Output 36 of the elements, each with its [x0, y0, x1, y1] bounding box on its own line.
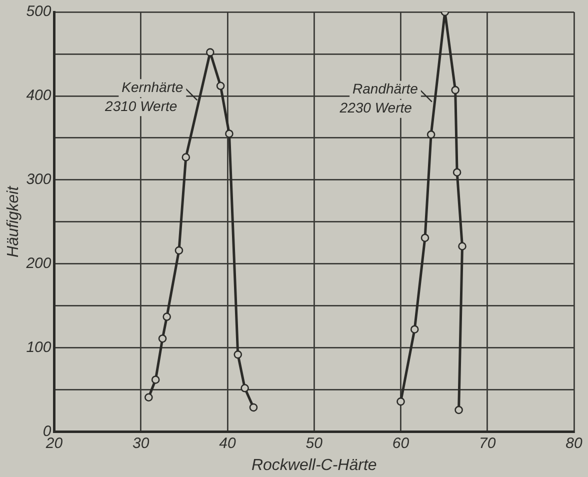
x-tick-label: 80: [566, 434, 583, 452]
point: [144, 393, 153, 402]
point: [410, 325, 419, 334]
point: [174, 246, 184, 255]
point: [452, 168, 462, 177]
point: [162, 312, 171, 321]
point: [454, 406, 463, 414]
x-tick-label: 60: [392, 434, 410, 452]
x-tick-label: 70: [479, 434, 496, 452]
point: [458, 242, 466, 250]
y-tick-label: 400: [26, 87, 52, 104]
x-tick-label: 20: [44, 434, 64, 452]
y-tick-label: 300: [26, 171, 52, 188]
point: [249, 403, 258, 412]
point: [420, 234, 430, 242]
y-tick-label: 100: [26, 339, 52, 356]
y-tick-label: 200: [25, 255, 52, 272]
x-axis-title: Rockwell-C-Härte: [251, 456, 377, 474]
annotation: Kernhärte 2310 Werte: [104, 79, 184, 114]
point: [426, 130, 436, 139]
y-tick-label: 500: [26, 3, 52, 20]
x-tick-label: 30: [132, 434, 150, 452]
x-tick-label: 40: [219, 434, 236, 452]
point: [240, 384, 249, 392]
point: [225, 130, 234, 138]
point: [151, 376, 160, 384]
y-axis-title: Häufigkeit: [5, 186, 22, 258]
point: [396, 397, 405, 406]
point: [216, 82, 225, 90]
x-tick-label: 50: [306, 434, 324, 452]
point: [234, 350, 242, 359]
point: [182, 153, 190, 162]
point: [206, 48, 214, 56]
point: [158, 334, 167, 343]
point: [451, 86, 460, 94]
annotation: Randhärte 2230 Werte: [338, 80, 418, 116]
